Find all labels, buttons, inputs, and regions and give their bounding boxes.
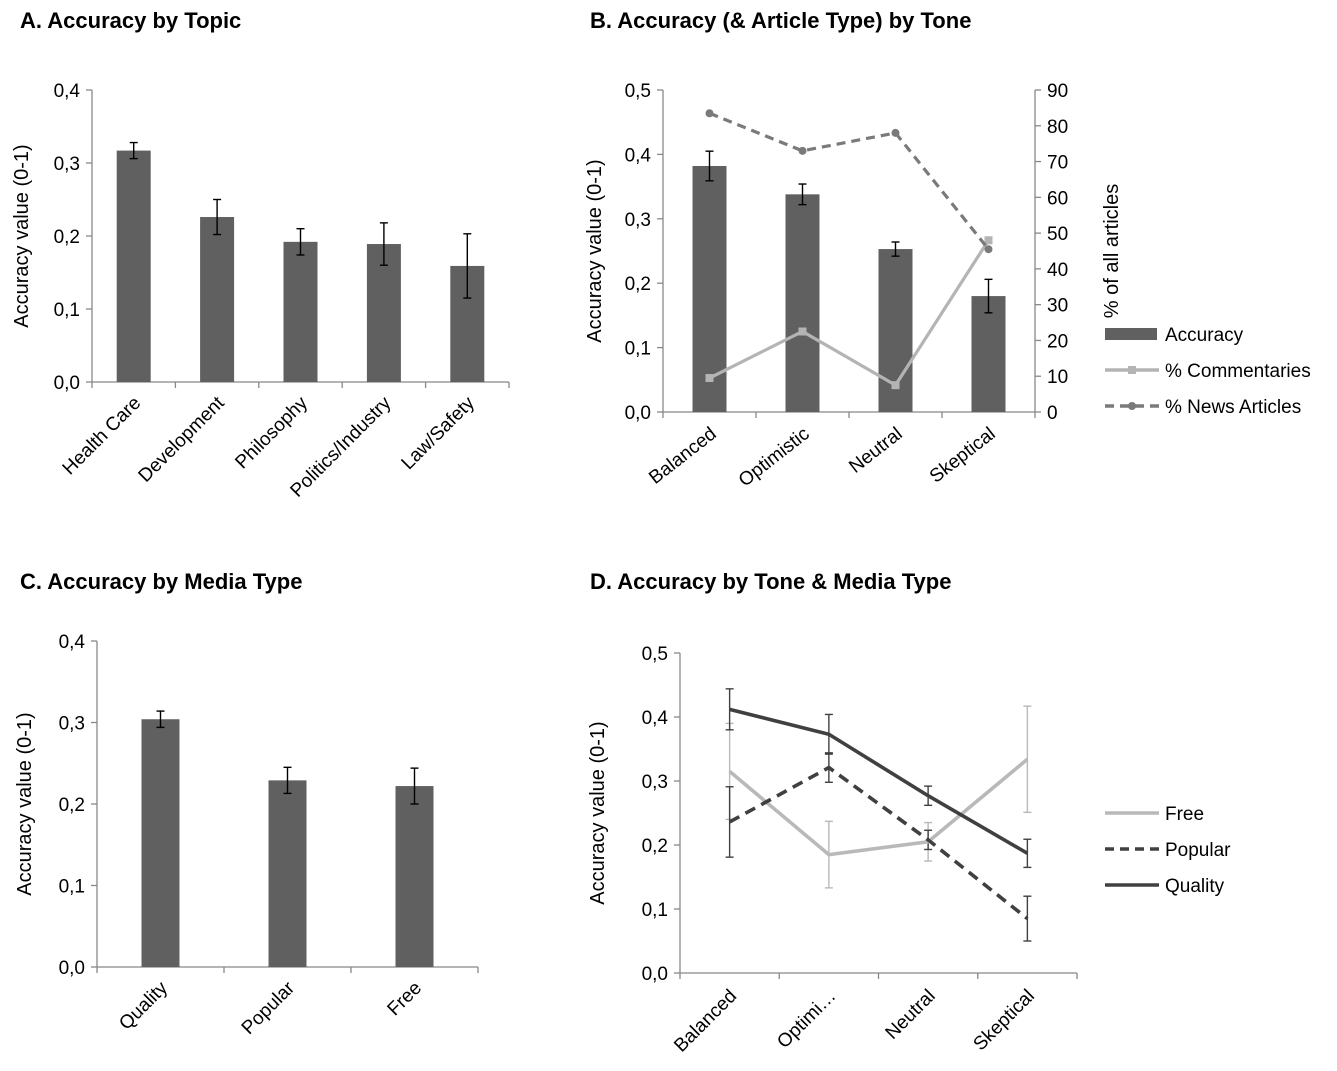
panel-d: D. Accuracy by Tone & Media Type 0,0 0,1 0,… xyxy=(587,569,1231,1057)
y-tick-label: 0,3 xyxy=(54,154,80,175)
x-tick-label: Optimi… xyxy=(773,986,840,1053)
line-point xyxy=(798,327,807,336)
y2-tick-label: 0 xyxy=(1047,403,1058,424)
legend-label: % News Articles xyxy=(1165,397,1301,418)
series-line xyxy=(708,111,990,251)
bar xyxy=(116,150,151,382)
line-point xyxy=(798,146,807,155)
panel-title: B. Accuracy (& Article Type) by Tone xyxy=(590,8,971,33)
line-point xyxy=(705,374,714,383)
series-line xyxy=(708,239,990,388)
y-tick-label: 0,5 xyxy=(642,644,668,665)
y-tick-label: 0,2 xyxy=(625,274,651,295)
line-point xyxy=(984,245,993,254)
x-tick-label: Balanced xyxy=(645,423,720,488)
series-line xyxy=(728,765,1029,921)
y2-tick-label: 30 xyxy=(1047,296,1068,317)
legend-marker xyxy=(1128,402,1136,410)
y2-axis-label: % of all articles xyxy=(1101,184,1123,319)
line-point xyxy=(705,109,714,118)
y-tick-label: 0,1 xyxy=(625,339,651,360)
y-tick-label: 0,3 xyxy=(625,210,651,231)
y-tick-label: 0,1 xyxy=(54,300,80,321)
y-tick-label: 0,0 xyxy=(54,373,80,394)
series-line xyxy=(729,707,1029,855)
y-tick-label: 0,0 xyxy=(59,958,85,979)
panel-title: A. Accuracy by Topic xyxy=(20,8,241,33)
line-point xyxy=(891,128,900,137)
bar xyxy=(268,780,307,967)
x-tick-label: Neutral xyxy=(845,423,906,477)
y-tick-label: 0,0 xyxy=(625,403,651,424)
y2-tick-label: 20 xyxy=(1047,331,1068,352)
legend-label: Free xyxy=(1165,804,1204,825)
y-tick-label: 0,2 xyxy=(54,227,80,248)
legend-swatch xyxy=(1105,328,1157,340)
bar xyxy=(785,194,820,412)
y-axis-label: Accuracy value (0-1) xyxy=(14,712,36,895)
x-tick-label: Optimistic xyxy=(735,423,814,491)
y2-tick-label: 60 xyxy=(1047,188,1068,209)
bar xyxy=(395,786,434,967)
x-tick-label: Health Care xyxy=(59,393,146,480)
bar xyxy=(200,217,235,382)
x-tick-label: Philosophy xyxy=(231,392,312,473)
x-tick-label: Skeptical xyxy=(926,423,1000,487)
x-tick-label: Law/Safety xyxy=(398,392,480,474)
panel-b: B. Accuracy (& Article Type) by Tone 0,0 0… xyxy=(584,8,1311,491)
legend-label: % Commentaries xyxy=(1165,361,1311,382)
x-tick-label: Neutral xyxy=(882,986,940,1044)
y-tick-label: 0,4 xyxy=(54,81,81,102)
y-tick-label: 0,4 xyxy=(59,632,86,653)
y2-tick-label: 90 xyxy=(1047,81,1068,102)
y-tick-label: 0,0 xyxy=(642,964,668,985)
bar xyxy=(141,719,180,967)
panel-a: A. Accuracy by Topic 0,0 0,1 0,2 0,3 0,4 Healt… xyxy=(11,8,510,502)
x-tick-label: Free xyxy=(384,978,426,1020)
y-axis-label: Accuracy value (0-1) xyxy=(584,159,606,342)
y-tick-label: 0,2 xyxy=(642,836,668,857)
panel-title: C. Accuracy by Media Type xyxy=(20,569,302,594)
x-tick-label: Popular xyxy=(238,977,300,1039)
y-axis-label: Accuracy value (0-1) xyxy=(587,721,609,904)
legend-label: Popular xyxy=(1165,840,1231,861)
x-tick-label: Balanced xyxy=(670,986,741,1057)
y2-tick-label: 40 xyxy=(1047,260,1068,281)
y-tick-label: 0,1 xyxy=(642,900,668,921)
y-tick-label: 0,3 xyxy=(59,714,85,735)
y-tick-label: 0,3 xyxy=(642,772,668,793)
legend-marker xyxy=(1128,366,1136,374)
y-axis-label: Accuracy value (0-1) xyxy=(11,144,33,327)
y2-tick-label: 50 xyxy=(1047,224,1068,245)
x-tick-label: Development xyxy=(135,392,230,487)
y-tick-label: 0,1 xyxy=(59,877,85,898)
y-tick-label: 0,2 xyxy=(59,795,85,816)
legend-label: Accuracy xyxy=(1165,325,1244,346)
series-line xyxy=(728,757,1029,857)
y-tick-label: 0,4 xyxy=(625,145,652,166)
bar xyxy=(366,244,401,382)
y2-tick-label: 70 xyxy=(1047,153,1068,174)
x-tick-label: Quality xyxy=(115,977,172,1034)
bar xyxy=(971,296,1006,412)
y-tick-label: 0,4 xyxy=(642,708,669,729)
legend-label: Quality xyxy=(1165,876,1225,897)
y2-tick-label: 10 xyxy=(1047,367,1068,388)
panel-title: D. Accuracy by Tone & Media Type xyxy=(590,569,951,594)
y2-tick-label: 80 xyxy=(1047,117,1068,138)
panel-c: C. Accuracy by Media Type 0,0 0,1 0,2 0,3 0,4… xyxy=(14,569,479,1039)
bar xyxy=(283,241,318,382)
line-point xyxy=(891,381,900,390)
line-point xyxy=(984,236,993,245)
x-tick-label: Skeptical xyxy=(970,986,1039,1055)
y-tick-label: 0,5 xyxy=(625,81,651,102)
